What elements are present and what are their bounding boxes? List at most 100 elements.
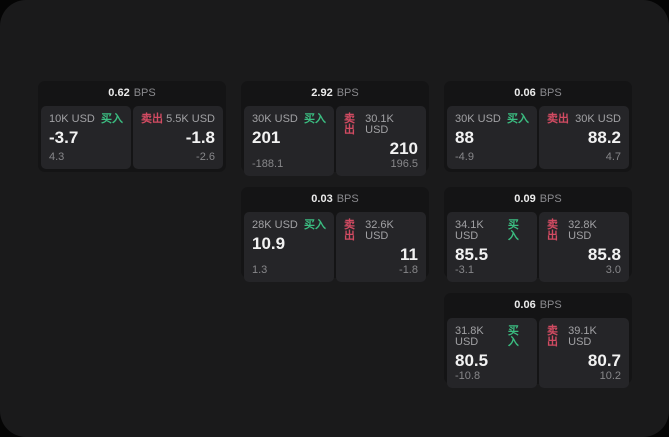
quote-card: 0.62 BPS 10K USD 买入 -3.7 4.3 卖出 5.5K USD… — [38, 81, 226, 172]
sell-size: 39.1K USD — [568, 325, 597, 348]
sell-panel-top: 卖出 30K USD — [547, 114, 621, 125]
sell-size: 32.8K USD — [568, 219, 597, 242]
sell-label: 卖出 — [547, 113, 569, 125]
buy-panel[interactable]: 10K USD 买入 -3.7 4.3 — [41, 106, 131, 169]
buy-delta: -4.9 — [455, 151, 474, 163]
sell-panel[interactable]: 卖出 30K USD 88.2 4.7 — [539, 106, 629, 169]
buy-delta: -10.8 — [455, 369, 481, 382]
buy-panel-top: 10K USD 买入 — [49, 114, 123, 125]
buy-price: 10.9 — [252, 234, 286, 253]
quote-card: 0.03 BPS 28K USD 买入 10.9 1.3 卖出 32.6K US… — [241, 187, 429, 282]
buy-label: 买入 — [101, 113, 123, 125]
sell-delta: 3.0 — [605, 263, 621, 276]
spread-value: 2.92 — [311, 87, 333, 99]
sell-panel[interactable]: 卖出 32.8K USD 85.8 3.0 — [539, 212, 629, 282]
spread-unit-label: BPS — [539, 299, 562, 311]
buy-label: 买入 — [507, 325, 519, 348]
quote-panels: 10K USD 买入 -3.7 4.3 卖出 5.5K USD -1.8 -2.… — [38, 106, 226, 172]
buy-delta: 4.3 — [49, 151, 65, 163]
buy-size: 31.8K USD — [455, 325, 484, 348]
buy-panel[interactable]: 30K USD 买入 88 -4.9 — [447, 106, 537, 169]
buy-panel-top: 31.8K USD 买入 — [455, 326, 529, 348]
sell-panel[interactable]: 卖出 5.5K USD -1.8 -2.6 — [133, 106, 223, 169]
quote-card: 0.06 BPS 31.8K USD 买入 80.5 -10.8 卖出 39.1… — [444, 293, 632, 388]
quote-panels: 34.1K USD 买入 85.5 -3.1 卖出 32.8K USD 85.8… — [444, 212, 632, 285]
buy-panel-top: 30K USD 买入 — [252, 114, 326, 125]
buy-size: 30K USD — [252, 113, 298, 125]
quote-panels: 30K USD 买入 201 -188.1 卖出 30.1K USD 210 1… — [241, 106, 429, 179]
buy-panel[interactable]: 30K USD 买入 201 -188.1 — [244, 106, 334, 176]
quote-panels: 28K USD 买入 10.9 1.3 卖出 32.6K USD 11 -1.8 — [241, 212, 429, 285]
buy-delta: -188.1 — [252, 157, 284, 170]
buy-size: 10K USD — [49, 113, 95, 125]
sell-delta: 4.7 — [605, 151, 621, 163]
quote-card: 0.09 BPS 34.1K USD 买入 85.5 -3.1 卖出 32.8K… — [444, 187, 632, 282]
spread-value: 0.62 — [108, 87, 130, 99]
quote-panels: 30K USD 买入 88 -4.9 卖出 30K USD 88.2 4.7 — [444, 106, 632, 172]
buy-panel[interactable]: 28K USD 买入 10.9 1.3 — [244, 212, 334, 282]
sell-delta: -1.8 — [399, 263, 418, 276]
buy-panel-top: 34.1K USD 买入 — [455, 220, 529, 242]
sell-size: 30.1K USD — [365, 113, 394, 136]
buy-panel[interactable]: 31.8K USD 买入 80.5 -10.8 — [447, 318, 537, 388]
sell-label: 卖出 — [547, 325, 558, 348]
sell-size: 30K USD — [575, 113, 621, 125]
buy-delta: -3.1 — [455, 263, 474, 276]
buy-panel[interactable]: 34.1K USD 买入 85.5 -3.1 — [447, 212, 537, 282]
buy-size: 28K USD — [252, 219, 298, 231]
sell-panel-top: 卖出 32.6K USD — [344, 220, 418, 242]
sell-panel-top: 卖出 30.1K USD — [344, 114, 418, 136]
quote-card: 2.92 BPS 30K USD 买入 201 -188.1 卖出 30.1K … — [241, 81, 429, 176]
sell-label: 卖出 — [141, 113, 163, 125]
spread-unit-label: BPS — [539, 193, 562, 205]
sell-panel-top: 卖出 32.8K USD — [547, 220, 621, 242]
sell-price: 80.7 — [587, 351, 621, 370]
spread-header: 0.09 BPS — [444, 187, 632, 212]
spread-value: 0.06 — [514, 87, 536, 99]
sell-delta: -2.6 — [196, 151, 215, 163]
quote-panels: 31.8K USD 买入 80.5 -10.8 卖出 39.1K USD 80.… — [444, 318, 632, 391]
spread-value: 0.06 — [514, 299, 536, 311]
sell-price: -1.8 — [185, 128, 215, 147]
spread-header: 2.92 BPS — [241, 81, 429, 106]
buy-size: 30K USD — [455, 113, 501, 125]
quotes-grid: 0.62 BPS 10K USD 买入 -3.7 4.3 卖出 5.5K USD… — [38, 81, 632, 388]
buy-price: 88 — [455, 128, 474, 147]
spread-unit-label: BPS — [336, 87, 359, 99]
sell-panel[interactable]: 卖出 39.1K USD 80.7 10.2 — [539, 318, 629, 388]
sell-label: 卖出 — [344, 113, 355, 136]
sell-size: 5.5K USD — [166, 113, 215, 125]
spread-unit-label: BPS — [336, 193, 359, 205]
buy-label: 买入 — [304, 113, 326, 125]
sell-panel-top: 卖出 39.1K USD — [547, 326, 621, 348]
sell-price: 11 — [400, 245, 418, 264]
spread-value: 0.09 — [514, 193, 536, 205]
spread-header: 0.62 BPS — [38, 81, 226, 106]
spread-unit-label: BPS — [539, 87, 562, 99]
sell-panel[interactable]: 卖出 32.6K USD 11 -1.8 — [336, 212, 426, 282]
sell-price: 88.2 — [587, 128, 621, 147]
buy-price: -3.7 — [49, 128, 79, 147]
spread-unit-label: BPS — [133, 87, 156, 99]
buy-panel-top: 30K USD 买入 — [455, 114, 529, 125]
sell-label: 卖出 — [547, 219, 558, 242]
buy-panel-top: 28K USD 买入 — [252, 220, 326, 231]
sell-delta: 10.2 — [599, 369, 621, 382]
spread-value: 0.03 — [311, 193, 333, 205]
spread-header: 0.03 BPS — [241, 187, 429, 212]
spread-header: 0.06 BPS — [444, 293, 632, 318]
sell-label: 卖出 — [344, 219, 355, 242]
sell-price: 210 — [389, 139, 418, 158]
quote-card: 0.06 BPS 30K USD 买入 88 -4.9 卖出 30K USD 8… — [444, 81, 632, 172]
buy-price: 80.5 — [455, 351, 489, 370]
buy-label: 买入 — [507, 219, 519, 242]
buy-price: 85.5 — [455, 245, 489, 264]
buy-size: 34.1K USD — [455, 219, 484, 242]
sell-size: 32.6K USD — [365, 219, 394, 242]
sell-price: 85.8 — [587, 245, 621, 264]
sell-panel[interactable]: 卖出 30.1K USD 210 196.5 — [336, 106, 426, 176]
buy-label: 买入 — [304, 219, 326, 231]
sell-panel-top: 卖出 5.5K USD — [141, 114, 215, 125]
spread-header: 0.06 BPS — [444, 81, 632, 106]
